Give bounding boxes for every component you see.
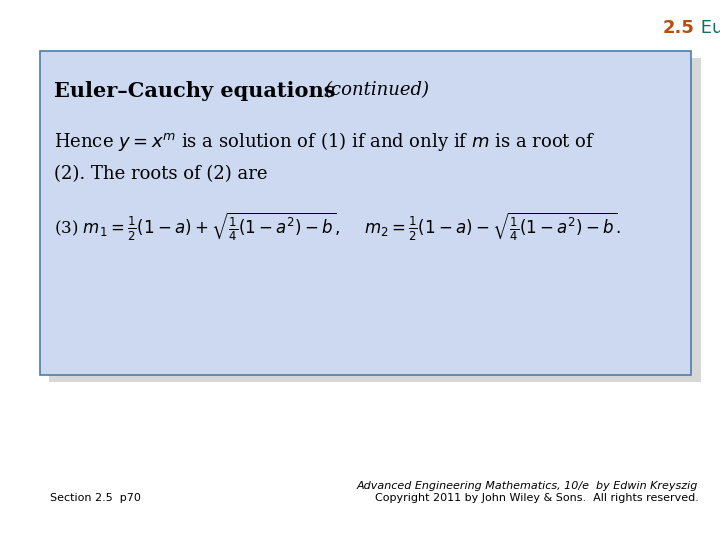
Text: Euler—Cauchy Equations: Euler—Cauchy Equations (695, 19, 720, 37)
Text: (continued): (continued) (324, 81, 429, 99)
Text: $m_2 = \frac{1}{2}(1-a)-\sqrt{\frac{1}{4}(1-a^2)-b}.$: $m_2 = \frac{1}{2}(1-a)-\sqrt{\frac{1}{4… (364, 211, 621, 244)
Text: (2). The roots of (2) are: (2). The roots of (2) are (54, 165, 268, 183)
Text: Hence $y = x^m$ is a solution of (1) if and only if $m$ is a root of: Hence $y = x^m$ is a solution of (1) if … (54, 130, 595, 153)
Text: Advanced Engineering Mathematics, 10/e  by Edwin Kreyszig: Advanced Engineering Mathematics, 10/e b… (357, 481, 698, 491)
Text: Copyright 2011 by John Wiley & Sons.  All rights reserved.: Copyright 2011 by John Wiley & Sons. All… (374, 493, 698, 503)
Text: Section 2.5  p70: Section 2.5 p70 (50, 493, 141, 503)
Text: Euler–Cauchy equations: Euler–Cauchy equations (54, 81, 336, 101)
FancyBboxPatch shape (49, 58, 701, 382)
FancyBboxPatch shape (40, 51, 691, 375)
Text: (3) $m_1 = \frac{1}{2}(1-a)+\sqrt{\frac{1}{4}(1-a^2)-b},$: (3) $m_1 = \frac{1}{2}(1-a)+\sqrt{\frac{… (54, 211, 340, 244)
Text: 2.5: 2.5 (663, 19, 695, 37)
